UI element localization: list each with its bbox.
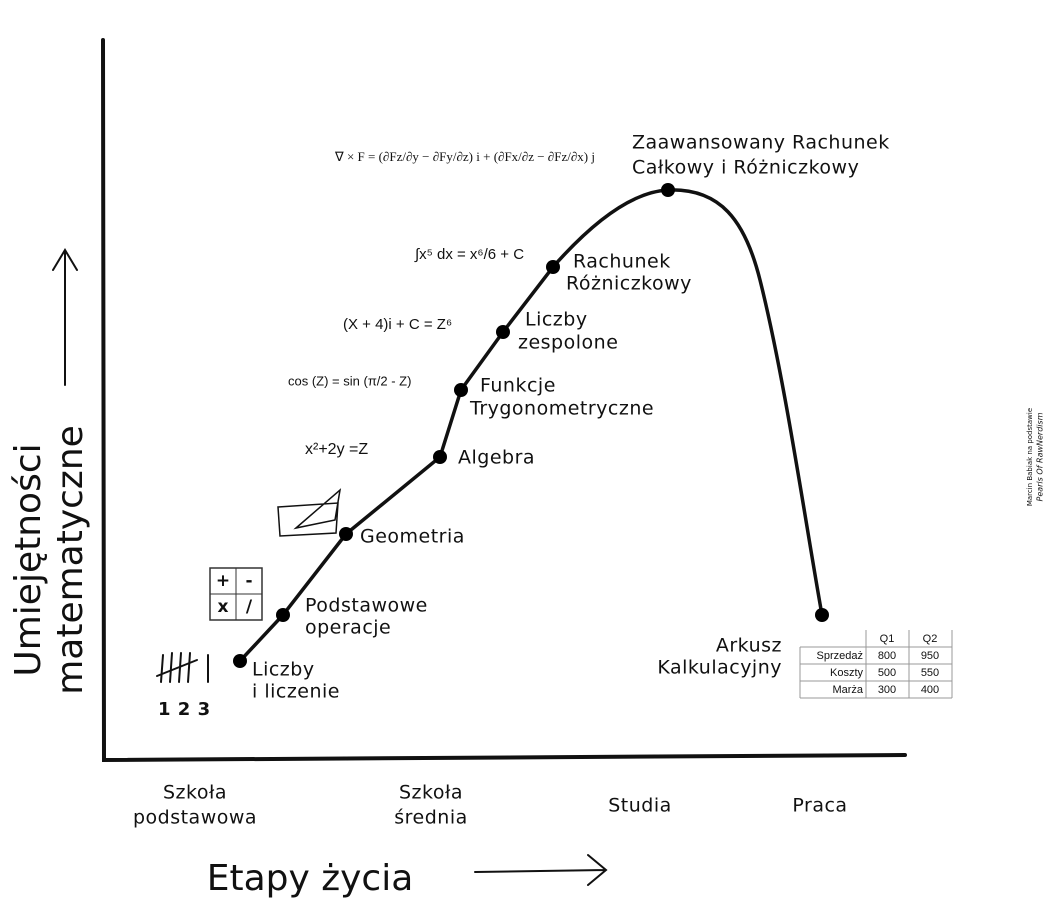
formula: ∇ × F = (∂Fz/∂y − ∂Fy/∂z) i + (∂Fx/∂z − … xyxy=(334,149,595,164)
node-dot xyxy=(233,654,247,668)
y-axis-title: Umiejętności xyxy=(8,443,49,676)
table-header: Q2 xyxy=(923,633,938,645)
node-dot xyxy=(276,608,290,622)
table-row-label: Koszty xyxy=(830,667,864,679)
table-row-label: Marża xyxy=(832,684,863,696)
x-axis-title: Etapy życia xyxy=(207,858,414,899)
stage-label: Praca xyxy=(792,795,847,817)
node-label: Algebra xyxy=(458,447,535,469)
node-label: Kalkulacyjny xyxy=(657,657,782,679)
node-label: zespolone xyxy=(518,332,618,354)
node-label: Geometria xyxy=(360,526,465,548)
axes xyxy=(101,38,907,763)
y-axis-title: matematyczne xyxy=(50,425,91,695)
operator-grid xyxy=(210,568,262,620)
table-cell: 300 xyxy=(878,684,896,696)
table-row-label: Sprzedaż xyxy=(817,650,863,662)
node-dot xyxy=(339,527,353,541)
operator: x xyxy=(218,597,229,617)
node-dot xyxy=(496,325,510,339)
node-dot xyxy=(433,450,447,464)
node-label: Całkowy i Różniczkowy xyxy=(632,157,859,179)
node-label: i liczenie xyxy=(252,681,340,703)
stage-label: podstawowa xyxy=(133,807,257,829)
node-dot xyxy=(815,608,829,622)
node-label: Podstawowe xyxy=(305,595,428,617)
operator: + xyxy=(216,571,230,591)
node-label: Trygonometryczne xyxy=(469,398,654,420)
operator: - xyxy=(245,571,252,591)
skill-curve xyxy=(238,188,824,663)
node-label: Zaawansowany Rachunek xyxy=(632,132,890,154)
node-label: operacje xyxy=(305,617,391,639)
stage-label: średnia xyxy=(394,807,468,829)
node-label: Liczby xyxy=(252,659,315,681)
table-cell: 800 xyxy=(878,650,896,662)
table-grid xyxy=(799,630,953,699)
formula: ∫x⁵ dx = x⁶/6 + C xyxy=(414,246,524,263)
table-cell: 400 xyxy=(921,684,939,696)
node-dot xyxy=(661,183,675,197)
x-arrow xyxy=(474,854,608,886)
operator: / xyxy=(246,597,253,617)
formula: (X + 4)i + C = Z⁶ xyxy=(343,316,452,333)
table-cell: 950 xyxy=(921,650,939,662)
node-label: Różniczkowy xyxy=(566,273,692,295)
table-cell: 550 xyxy=(921,667,939,679)
formula: x²+2y =Z xyxy=(305,441,368,458)
stage-label: Studia xyxy=(608,795,672,817)
node-label: Liczby xyxy=(525,309,588,331)
node-dot xyxy=(546,260,560,274)
node-dots xyxy=(233,183,829,668)
credit: Marcin Babiak na podstawie xyxy=(1026,408,1034,506)
tally-marks xyxy=(156,652,209,683)
spreadsheet: Q1 Q2 Sprzedaż 800 950 Koszty 500 550 Ma… xyxy=(799,630,953,699)
node-label: Funkcje xyxy=(480,375,556,397)
tally-digits: 1 2 3 xyxy=(158,699,211,720)
node-label: Arkusz xyxy=(716,635,782,657)
node-label: Rachunek xyxy=(573,251,671,273)
table-cell: 500 xyxy=(878,667,896,679)
formula: cos (Z) = sin (π/2 - Z) xyxy=(288,373,411,388)
node-dot xyxy=(454,383,468,397)
y-arrow xyxy=(52,248,78,386)
credit: Pearls Of RawNerdism xyxy=(1036,412,1045,501)
table-header: Q1 xyxy=(880,633,895,645)
geometry-sketch xyxy=(277,488,342,537)
stage-label: Szkoła xyxy=(399,782,463,804)
stage-label: Szkoła xyxy=(163,782,227,804)
